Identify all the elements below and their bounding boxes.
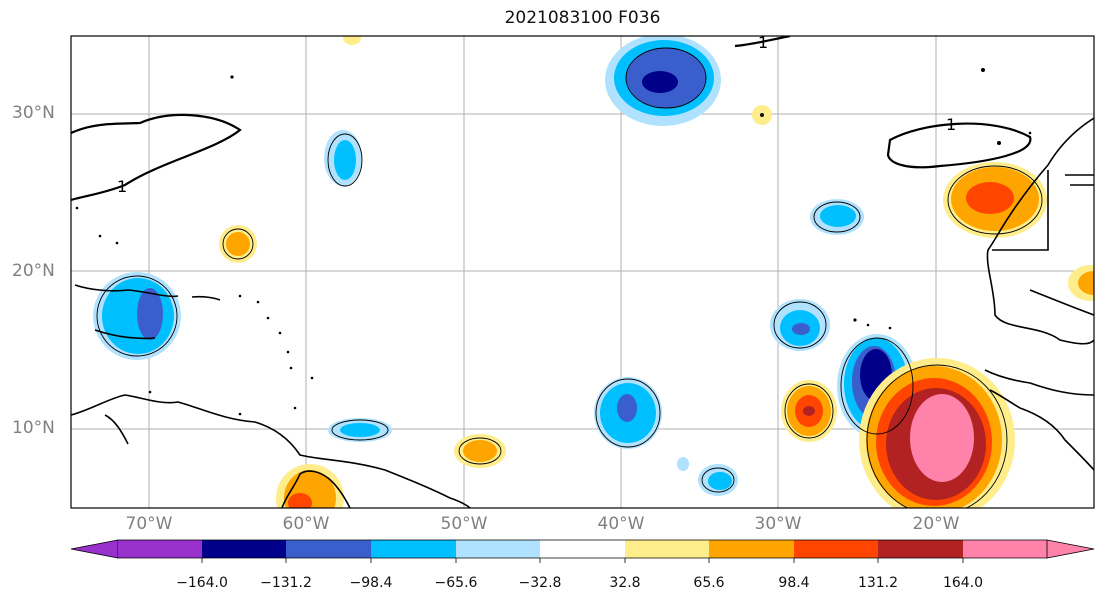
colorbar-tick-label: −164.0 [176,575,228,591]
lat-label: 30°N [12,103,55,123]
colorbar-tick-label: 98.4 [778,575,810,591]
anomaly-positive-west-africa [943,162,1047,238]
contour-label: 1 [946,115,956,134]
plot-frame [70,35,1095,509]
anomaly-contours [96,47,1043,508]
anomaly-negative-28w [770,299,830,351]
colorbar-tick-label: 65.6 [693,575,725,591]
colorbar-tick-label: 32.8 [609,575,641,591]
lon-label: 60°W [282,514,330,534]
colorbar-tick-label: −32.8 [518,575,562,591]
map-title: 2021083100 F036 [504,8,661,28]
contour-lines [71,36,1032,202]
anomaly-negative-35w [677,457,738,496]
anomaly-negative-40w [594,377,662,449]
anomaly-positive-28w [781,380,837,442]
contour-label: 1 [758,33,768,52]
lon-label: 50°W [440,514,488,534]
colorbar-tick-label: 164.0 [942,575,984,591]
lat-label: 10°N [12,418,55,438]
anomaly-positive-small [343,36,1094,301]
plot-area [71,36,1094,508]
colorbar-tick-label: −131.2 [260,575,312,591]
coastlines [71,117,1094,508]
anomaly-negative-puerto-rico [93,272,181,360]
colorbar-tick-label: 131.2 [857,575,899,591]
anomaly-positive-south-america [276,464,344,508]
anomaly-positive-east-atlantic [859,358,1015,508]
colorbar-tick-label: −65.6 [434,575,478,591]
anomaly-negative-55w [328,418,392,442]
anomaly-positive-49w [454,434,506,468]
colorbar-tick-label: −98.4 [349,575,393,591]
islands [75,68,1032,416]
lon-label: 20°W [912,514,960,534]
anomaly-negative-57w [324,130,362,186]
colorbar [70,539,1095,563]
lon-label: 70°W [125,514,173,534]
lon-label: 30°W [754,514,802,534]
anomaly-negative-north [605,36,721,126]
contour-label: 1 [117,177,127,196]
anomaly-positive-65w [219,225,257,263]
lon-label: 40°W [597,514,645,534]
lat-label: 20°N [12,261,55,281]
anomaly-negative-25w [810,199,864,235]
